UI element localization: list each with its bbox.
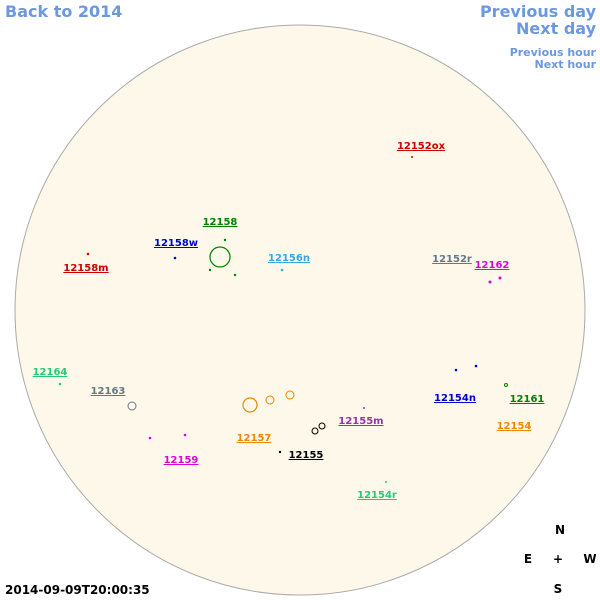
previous-day-link[interactable]: Previous day <box>480 2 597 21</box>
spot <box>411 156 413 158</box>
spot <box>474 364 478 368</box>
region-label[interactable]: 12155 <box>289 450 324 461</box>
spot <box>148 436 152 440</box>
region-label[interactable]: 12158 <box>203 217 238 228</box>
next-day-link[interactable]: Next day <box>516 19 597 38</box>
region-label[interactable]: 12158w <box>154 238 198 249</box>
region-label[interactable]: 12154n <box>434 393 476 404</box>
spot <box>318 422 326 430</box>
region-label[interactable]: 12154r <box>357 490 397 501</box>
back-link[interactable]: Back to 2014 <box>5 2 122 21</box>
compass-south: S <box>554 582 563 596</box>
spot <box>173 256 177 260</box>
region-label[interactable]: 12159 <box>164 455 199 466</box>
region-label[interactable]: 12156n <box>268 253 310 264</box>
spot <box>233 273 237 277</box>
region-label[interactable]: 12163 <box>91 386 126 397</box>
next-hour-link[interactable]: Next hour <box>535 58 597 71</box>
region-label[interactable]: 12157 <box>237 433 272 444</box>
compass-center: + <box>553 552 563 566</box>
region-label[interactable]: 12155m <box>338 416 383 427</box>
region-label[interactable]: 12158m <box>63 263 108 274</box>
sunspots <box>58 156 508 483</box>
spot <box>265 395 275 405</box>
spot <box>208 268 212 272</box>
region-label[interactable]: 12154 <box>497 421 532 432</box>
compass-north: N <box>555 523 565 537</box>
spot <box>127 401 137 411</box>
spot <box>223 238 227 242</box>
spot <box>488 280 492 284</box>
spot <box>280 268 284 272</box>
spot <box>278 450 282 454</box>
timestamp: 2014-09-09T20:00:35 <box>5 583 150 597</box>
compass: N E + W S <box>524 523 597 596</box>
spot <box>86 252 90 256</box>
spot <box>498 276 502 280</box>
spot <box>58 382 62 386</box>
solar-disk <box>14 24 586 596</box>
region-label[interactable]: 12152ox <box>397 141 446 152</box>
spot <box>385 481 387 483</box>
region-label[interactable]: 12152r <box>432 254 472 265</box>
region-label[interactable]: 12164 <box>33 367 68 378</box>
spot <box>363 407 365 409</box>
spot <box>183 433 187 437</box>
compass-east: E <box>524 552 532 566</box>
region-labels: 12152ox 12158 12158w 12158m 12156n 12152… <box>33 141 545 501</box>
spot <box>504 383 508 387</box>
region-label[interactable]: 12161 <box>510 394 545 405</box>
previous-hour-link[interactable]: Previous hour <box>510 46 597 59</box>
compass-west: W <box>583 552 596 566</box>
spot <box>285 390 295 400</box>
spot <box>209 246 231 268</box>
spot <box>242 397 258 413</box>
spot <box>454 368 458 372</box>
region-label[interactable]: 12162 <box>475 260 510 271</box>
spot <box>311 427 319 435</box>
